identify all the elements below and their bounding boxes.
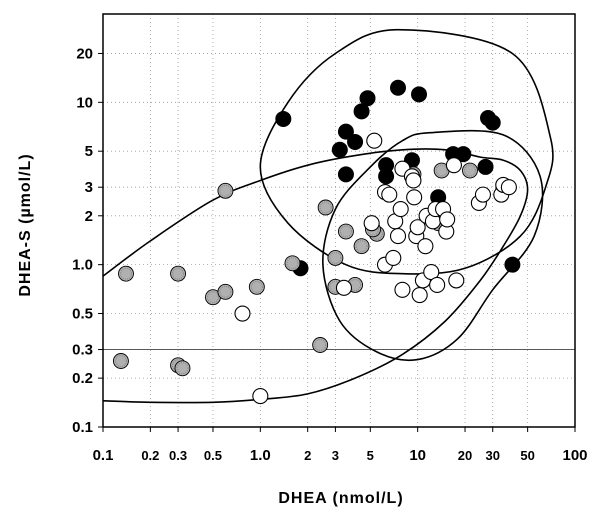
data-point-open [252, 388, 269, 405]
y-tick-label: 10 [76, 94, 93, 111]
data-point-filled-black [337, 166, 354, 183]
data-point-shaded-gray [217, 283, 234, 300]
x-tick-label: 0.1 [93, 447, 114, 464]
data-point-shaded-gray [284, 255, 301, 272]
data-point-open [474, 186, 492, 203]
data-point-open [500, 179, 517, 196]
x-axis-ticks: 0.1 0.2 0.3 0.5 1.0 2 3 5 10 20 30 50 100 [93, 427, 588, 464]
data-point-open [394, 281, 411, 298]
data-point-open [366, 132, 383, 149]
data-point-shaded-gray [174, 360, 191, 377]
data-point-filled-black [337, 123, 354, 140]
y-tick-label: 3 [85, 179, 93, 196]
y-axis-label: DHEA-S (µmol/L) [17, 153, 34, 296]
data-point-filled-black [353, 103, 370, 120]
data-point-shaded-gray [327, 249, 344, 266]
data-point-open [445, 157, 462, 174]
y-tick-label: 0.5 [72, 306, 93, 323]
data-point-shaded-gray [337, 223, 354, 240]
data-point-shaded-gray [112, 353, 129, 369]
plot-frame [102, 13, 576, 428]
data-point-filled-black [455, 146, 472, 163]
data-point-shaded-gray [317, 199, 334, 216]
data-point-open [335, 279, 353, 296]
data-point-open [409, 219, 426, 236]
x-tick-label: 30 [485, 448, 499, 463]
data-point-open [411, 286, 428, 304]
x-tick-label: 0.3 [169, 448, 187, 463]
y-tick-label: 0.1 [72, 419, 93, 436]
x-axis-label: DHEA (nmol/L) [278, 490, 403, 507]
ellipse-3 [102, 148, 529, 404]
data-point-filled-black [477, 158, 494, 175]
data-points [112, 79, 521, 405]
x-tick-label: 3 [332, 448, 339, 463]
data-point-open [417, 238, 434, 255]
data-point-filled-black [484, 114, 501, 131]
x-tick-label: 0.2 [141, 448, 159, 463]
data-point-filled-black [411, 86, 428, 103]
ellipse-2 [322, 129, 544, 362]
data-point-open [405, 172, 422, 189]
x-tick-label: 5 [367, 448, 374, 463]
y-tick-label: 2 [85, 208, 93, 225]
data-point-shaded-gray [353, 238, 370, 255]
data-point-shaded-gray [248, 278, 265, 295]
data-point-filled-black [347, 133, 364, 150]
y-axis-ticks: 0.1 0.2 0.3 0.5 1.0 2 3 5 10 20 [72, 45, 103, 436]
data-point-shaded-gray [118, 265, 134, 282]
data-point-shaded-gray [217, 182, 234, 199]
y-tick-label: 1.0 [72, 257, 93, 274]
data-point-filled-black [331, 141, 348, 158]
confidence-ellipses [102, 28, 554, 404]
data-point-open [439, 211, 456, 228]
x-tick-label: 0.5 [204, 448, 222, 463]
data-point-open [234, 305, 251, 322]
x-tick-label: 100 [562, 447, 587, 464]
data-point-shaded-gray [462, 162, 478, 179]
y-tick-label: 0.2 [72, 370, 93, 387]
x-tick-label: 20 [458, 448, 472, 463]
data-point-open [429, 276, 446, 293]
data-point-open [406, 189, 423, 206]
data-point-open [389, 228, 407, 245]
y-tick-label: 20 [76, 45, 93, 62]
data-point-filled-black [378, 168, 395, 185]
data-point-open [381, 186, 398, 203]
data-point-open [363, 215, 380, 232]
ellipse-1 [259, 28, 554, 275]
x-tick-label: 1.0 [250, 447, 271, 464]
y-tick-label: 5 [85, 143, 93, 160]
y-tick-label: 0.3 [72, 342, 93, 359]
data-point-shaded-gray [312, 337, 329, 353]
data-point-open [385, 249, 402, 266]
data-point-open [392, 201, 409, 218]
data-point-open [448, 272, 465, 289]
data-point-filled-black [275, 110, 292, 127]
data-point-filled-black [359, 90, 376, 107]
x-tick-label: 2 [304, 448, 311, 463]
x-tick-label: 50 [520, 448, 534, 463]
data-point-shaded-gray [170, 265, 187, 282]
data-point-filled-black [390, 79, 407, 96]
data-point-filled-black [504, 256, 521, 273]
x-tick-label: 10 [409, 447, 426, 464]
